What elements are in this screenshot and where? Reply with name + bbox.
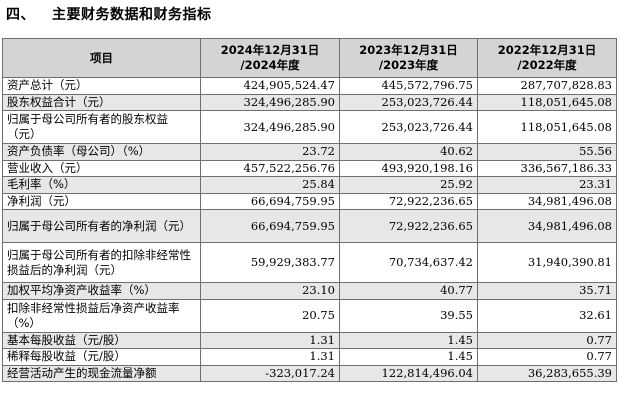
table-row: 毛利率（%） 25.84 25.92 23.31 <box>2 176 617 194</box>
table-row: 股东权益合计（元） 324,496,285.90 253,023,726.44 … <box>2 93 617 111</box>
row-label: 稀释每股收益（元/股） <box>2 348 201 366</box>
value-2024: 25.84 <box>200 176 340 194</box>
table-row: 经营活动产生的现金流量净额 -323,017.24 122,814,496.04… <box>2 364 617 382</box>
section-heading: 四、 主要财务数据和财务指标 <box>6 4 212 24</box>
value-2023: 70,734,637.42 <box>339 242 478 283</box>
table-row: 归属于母公司所有者的扣除非经常性损益后的净利润（元） 59,929,383.77… <box>2 242 617 283</box>
value-2022: 0.77 <box>477 331 617 349</box>
value-2022: 34,981,496.08 <box>477 192 617 210</box>
row-label: 基本每股收益（元/股） <box>2 331 201 349</box>
table-row: 资产负债率（母公司）（%） 23.72 40.62 55.56 <box>2 143 617 161</box>
header-item: 项目 <box>2 38 201 78</box>
value-2022: 31,940,390.81 <box>477 242 617 283</box>
header-2024: 2024年12月31日 /2024年度 <box>200 38 340 78</box>
value-2023: 493,920,198.16 <box>339 159 478 177</box>
value-2024: 66,694,759.95 <box>200 192 340 210</box>
row-label: 毛利率（%） <box>2 176 201 194</box>
value-2022: 32.61 <box>477 298 617 333</box>
table-row: 归属于母公司所有者的净利润（元） 66,694,759.95 72,922,23… <box>2 209 617 243</box>
value-2023: 40.62 <box>339 143 478 161</box>
value-2023: 253,023,726.44 <box>339 110 478 144</box>
value-2022: 118,051,645.08 <box>477 110 617 144</box>
value-2024: 59,929,383.77 <box>200 242 340 283</box>
value-2022: 36,283,655.39 <box>477 364 617 382</box>
value-2023: 445,572,796.75 <box>339 77 478 95</box>
header-2022: 2022年12月31日 /2022年度 <box>477 38 617 78</box>
value-2022: 34,981,496.08 <box>477 209 617 243</box>
value-2024: 1.31 <box>200 331 340 349</box>
table-row: 加权平均净资产收益率（%） 23.10 40.77 35.71 <box>2 282 617 300</box>
value-2023: 72,922,236.65 <box>339 192 478 210</box>
table-row: 资产总计（元） 424,905,524.47 445,572,796.75 28… <box>2 77 617 95</box>
value-2022: 55.56 <box>477 143 617 161</box>
row-label: 资产负债率（母公司）（%） <box>2 143 201 161</box>
table-row: 稀释每股收益（元/股） 1.31 1.45 0.77 <box>2 348 617 366</box>
value-2024: 1.31 <box>200 348 340 366</box>
row-label: 归属于母公司所有者的扣除非经常性损益后的净利润（元） <box>2 242 201 283</box>
value-2022: 23.31 <box>477 176 617 194</box>
value-2024: 324,496,285.90 <box>200 110 340 144</box>
financial-data-table: 项目 2024年12月31日 /2024年度 2023年12月31日 /2023… <box>2 38 617 382</box>
value-2022: 336,567,186.33 <box>477 159 617 177</box>
value-2023: 72,922,236.65 <box>339 209 478 243</box>
row-label: 资产总计（元） <box>2 77 201 95</box>
value-2023: 1.45 <box>339 348 478 366</box>
value-2024: 457,522,256.76 <box>200 159 340 177</box>
header-2023: 2023年12月31日 /2023年度 <box>339 38 478 78</box>
row-label: 加权平均净资产收益率（%） <box>2 282 201 300</box>
row-label: 营业收入（元） <box>2 159 201 177</box>
table-row: 扣除非经常性损益后净资产收益率（%） 20.75 39.55 32.61 <box>2 298 617 333</box>
table-row: 基本每股收益（元/股） 1.31 1.45 0.77 <box>2 331 617 349</box>
value-2023: 40.77 <box>339 282 478 300</box>
value-2024: -323,017.24 <box>200 364 340 382</box>
value-2023: 1.45 <box>339 331 478 349</box>
table-row: 归属于母公司所有者的股东权益（元） 324,496,285.90 253,023… <box>2 110 617 144</box>
value-2023: 122,814,496.04 <box>339 364 478 382</box>
row-label: 经营活动产生的现金流量净额 <box>2 364 201 382</box>
row-label: 净利润（元） <box>2 192 201 210</box>
value-2023: 39.55 <box>339 298 478 333</box>
value-2023: 253,023,726.44 <box>339 93 478 111</box>
value-2023: 25.92 <box>339 176 478 194</box>
value-2022: 35.71 <box>477 282 617 300</box>
table-row: 净利润（元） 66,694,759.95 72,922,236.65 34,98… <box>2 192 617 210</box>
row-label: 归属于母公司所有者的股东权益（元） <box>2 110 201 144</box>
value-2022: 118,051,645.08 <box>477 93 617 111</box>
row-label: 归属于母公司所有者的净利润（元） <box>2 209 201 243</box>
table-row: 营业收入（元） 457,522,256.76 493,920,198.16 33… <box>2 159 617 177</box>
table-header-row: 项目 2024年12月31日 /2024年度 2023年12月31日 /2023… <box>2 38 617 78</box>
section-number: 四、 <box>6 7 35 23</box>
value-2024: 20.75 <box>200 298 340 333</box>
value-2024: 324,496,285.90 <box>200 93 340 111</box>
value-2024: 23.72 <box>200 143 340 161</box>
row-label: 股东权益合计（元） <box>2 93 201 111</box>
value-2024: 66,694,759.95 <box>200 209 340 243</box>
row-label: 扣除非经常性损益后净资产收益率（%） <box>2 298 201 333</box>
value-2024: 424,905,524.47 <box>200 77 340 95</box>
section-title: 主要财务数据和财务指标 <box>52 7 212 23</box>
value-2024: 23.10 <box>200 282 340 300</box>
value-2022: 287,707,828.83 <box>477 77 617 95</box>
value-2022: 0.77 <box>477 348 617 366</box>
